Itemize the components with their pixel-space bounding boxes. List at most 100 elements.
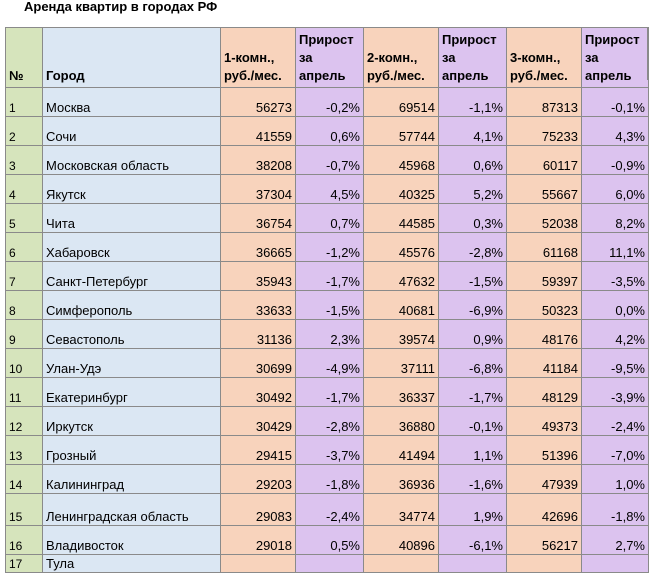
table-row: 9 Севастополь 31136 2,3% 39574 0,9% 48176 4,2%: [5, 319, 649, 349]
growth-3room: 4,3%: [581, 116, 649, 146]
city-name: Иркутск: [42, 406, 221, 436]
growth-3room: -7,0%: [581, 435, 649, 465]
row-number: 12: [5, 406, 43, 436]
table-row: 2 Сочи 41559 0,6% 57744 4,1% 75233 4,3%: [5, 116, 649, 146]
table-row: 4 Якутск 37304 4,5% 40325 5,2% 55667 6,0%: [5, 174, 649, 204]
price-1room: 56273: [220, 87, 296, 117]
city-name: Ленинградская область: [42, 493, 221, 526]
growth-3room: -0,1%: [581, 87, 649, 117]
price-3room: 75233: [506, 116, 582, 146]
growth-3room: -3,9%: [581, 377, 649, 407]
price-1room: 31136: [220, 319, 296, 349]
price-2room: 41494: [363, 435, 439, 465]
price-2room: 47632: [363, 261, 439, 291]
growth-2room: -1,6%: [438, 464, 507, 494]
row-number: 8: [5, 290, 43, 320]
city-name: Севастополь: [42, 319, 221, 349]
price-3room: 49373: [506, 406, 582, 436]
document-title: Аренда квартир в городах РФ: [24, 0, 218, 14]
growth-3room: 4,2%: [581, 319, 649, 349]
row-number: 4: [5, 174, 43, 204]
growth-2room: 1,9%: [438, 493, 507, 526]
growth-3room: 8,2%: [581, 203, 649, 233]
growth-2room: 0,3%: [438, 203, 507, 233]
city-name: Хабаровск: [42, 232, 221, 262]
city-name: Тула: [42, 554, 221, 573]
growth-2room: 0,6%: [438, 145, 507, 175]
growth-3room: 0,0%: [581, 290, 649, 320]
price-3room: 59397: [506, 261, 582, 291]
price-1room: 38208: [220, 145, 296, 175]
city-name: Улан-Удэ: [42, 348, 221, 378]
growth-1room: 0,7%: [295, 203, 364, 233]
growth-1room: 4,5%: [295, 174, 364, 204]
growth-3room: [581, 554, 649, 573]
city-name: Московская область: [42, 145, 221, 175]
row-number: 9: [5, 319, 43, 349]
growth-2room: -2,8%: [438, 232, 507, 262]
header-growth-2room: Прирост за апрель: [438, 27, 507, 88]
rent-table: № Город 1-комн., руб./мес. Прирост за ап…: [5, 27, 649, 573]
growth-1room: -1,7%: [295, 377, 364, 407]
table-row: 13 Грозный 29415 -3,7% 41494 1,1% 51396 -7,0%: [5, 435, 649, 465]
table-row: 5 Чита 36754 0,7% 44585 0,3% 52038 8,2%: [5, 203, 649, 233]
growth-1room: -1,5%: [295, 290, 364, 320]
row-number: 1: [5, 87, 43, 117]
price-1room: 29203: [220, 464, 296, 494]
header-growth-3room: Прирост за апрель: [581, 27, 649, 88]
growth-2room: 1,1%: [438, 435, 507, 465]
city-name: Симферополь: [42, 290, 221, 320]
city-name: Екатеринбург: [42, 377, 221, 407]
price-1room: 37304: [220, 174, 296, 204]
table-row: 14 Калининград 29203 -1,8% 36936 -1,6% 47939 1,…: [5, 464, 649, 494]
growth-2room: [438, 554, 507, 573]
growth-1room: -4,9%: [295, 348, 364, 378]
price-1room: 29018: [220, 525, 296, 555]
price-2room: 37111: [363, 348, 439, 378]
city-name: Якутск: [42, 174, 221, 204]
city-name: Грозный: [42, 435, 221, 465]
city-name: Москва: [42, 87, 221, 117]
price-3room: 56217: [506, 525, 582, 555]
row-number: 2: [5, 116, 43, 146]
price-1room: 36754: [220, 203, 296, 233]
growth-2room: -0,1%: [438, 406, 507, 436]
price-2room: 36880: [363, 406, 439, 436]
growth-1room: -0,7%: [295, 145, 364, 175]
row-number: 10: [5, 348, 43, 378]
price-2room: 34774: [363, 493, 439, 526]
header-num: №: [5, 27, 43, 88]
price-3room: 61168: [506, 232, 582, 262]
table-row: 8 Симферополь 33633 -1,5% 40681 -6,9% 50323 0,0…: [5, 290, 649, 320]
header-row: № Город 1-комн., руб./мес. Прирост за ап…: [5, 27, 649, 88]
header-growth-1room: Прирост за апрель: [295, 27, 364, 88]
growth-1room: 0,5%: [295, 525, 364, 555]
city-name: Санкт-Петербург: [42, 261, 221, 291]
city-name: Чита: [42, 203, 221, 233]
price-1room: 29083: [220, 493, 296, 526]
growth-3room: 1,0%: [581, 464, 649, 494]
header-1room: 1-комн., руб./мес.: [220, 27, 296, 88]
price-3room: 41184: [506, 348, 582, 378]
growth-1room: -0,2%: [295, 87, 364, 117]
price-2room: 39574: [363, 319, 439, 349]
growth-2room: 0,9%: [438, 319, 507, 349]
growth-3room: -0,9%: [581, 145, 649, 175]
price-1room: 29415: [220, 435, 296, 465]
table-row: 11 Екатеринбург 30492 -1,7% 36337 -1,7% 48129-…: [5, 377, 649, 407]
price-3room: 52038: [506, 203, 582, 233]
price-1room: 33633: [220, 290, 296, 320]
row-number: 7: [5, 261, 43, 291]
price-2room: [363, 554, 439, 573]
price-1room: 35943: [220, 261, 296, 291]
table-row: 6 Хабаровск 36665 -1,2% 45576 -2,8% 61168 11,1%: [5, 232, 649, 262]
growth-1room: [295, 554, 364, 573]
header-2room: 2-комн., руб./мес.: [363, 27, 439, 88]
city-name: Владивосток: [42, 525, 221, 555]
table-right-edge: [647, 27, 648, 80]
price-3room: 50323: [506, 290, 582, 320]
table-row: 3 Московская область 38208 -0,7% 45968 0,6% 60…: [5, 145, 649, 175]
price-3room: 47939: [506, 464, 582, 494]
table-row: 7 Санкт-Петербург 35943 -1,7% 47632 -1,5% 5939…: [5, 261, 649, 291]
growth-1room: -2,8%: [295, 406, 364, 436]
